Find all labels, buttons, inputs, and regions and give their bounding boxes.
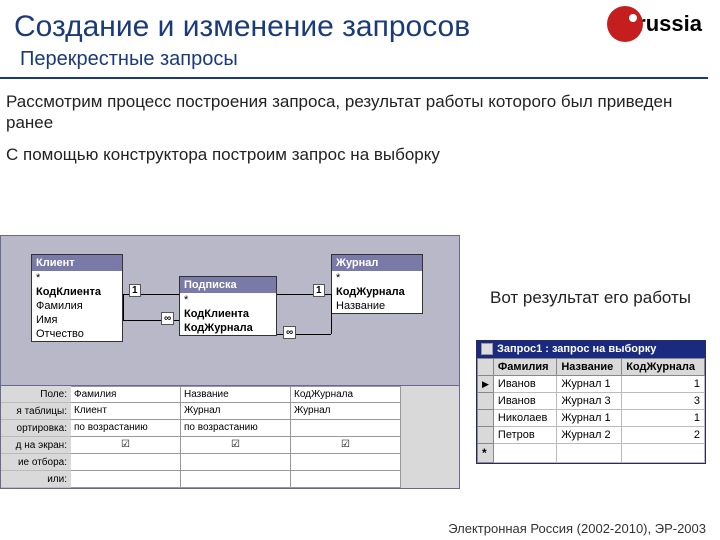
grid-cell-field[interactable]: Фамилия (71, 386, 181, 403)
table-header: Клиент (32, 255, 122, 271)
designer-qbe-grid[interactable]: Поле: я таблицы: ортировка: д на экран: … (1, 386, 459, 488)
table-box-client[interactable]: Клиент * КодКлиента Фамилия Имя Отчество (31, 254, 123, 342)
row-selector[interactable] (478, 410, 494, 427)
query-result-window: Запрос1 : запрос на выборку Фамилия Назв… (476, 340, 706, 464)
join-label-many: ∞ (283, 326, 296, 339)
paragraph-1: Рассмотрим процесс построения запроса, р… (0, 87, 720, 140)
cell: 1 (622, 410, 705, 427)
grid-cell-or[interactable] (291, 471, 401, 488)
join-label-one: 1 (129, 284, 141, 297)
table-row[interactable]: Иванов Журнал 3 3 (478, 393, 705, 410)
grid-label: ортировка: (1, 420, 71, 437)
row-selector[interactable] (478, 393, 494, 410)
table-row[interactable]: Николаев Журнал 1 1 (478, 410, 705, 427)
table-box-journal[interactable]: Журнал * КодЖурнала Название (331, 254, 423, 314)
grid-cell-show[interactable]: ☑ (291, 437, 401, 454)
table-field[interactable]: * (332, 271, 422, 285)
result-titlebar[interactable]: Запрос1 : запрос на выборку (477, 341, 705, 358)
logo: russia (607, 6, 702, 42)
cell: Журнал 1 (557, 410, 622, 427)
cell: Петров (493, 427, 556, 444)
cell (557, 444, 622, 463)
cell: 3 (622, 393, 705, 410)
column-header[interactable]: Фамилия (493, 359, 556, 376)
grid-cell-sort[interactable]: по возрастанию (71, 420, 181, 437)
grid-row-labels: Поле: я таблицы: ортировка: д на экран: … (1, 386, 71, 488)
cell (622, 444, 705, 463)
footer-text: Электронная Россия (2002-2010), ЭР-2003 (448, 521, 706, 536)
table-field[interactable]: Отчество (32, 327, 122, 341)
paragraph-2: С помощью конструктора построим запрос н… (0, 140, 720, 171)
grid-column[interactable]: Название Журнал по возрастанию ☑ (181, 386, 291, 488)
table-field[interactable]: Фамилия (32, 299, 122, 313)
join-line (123, 294, 124, 320)
table-field[interactable]: Имя (32, 313, 122, 327)
table-header: Подписка (180, 277, 276, 293)
grid-cell-or[interactable] (181, 471, 291, 488)
row-selector[interactable] (478, 427, 494, 444)
grid-label: ие отбора: (1, 454, 71, 471)
datasheet-icon (481, 343, 493, 355)
table-field[interactable]: Название (332, 299, 422, 313)
table-field[interactable]: КодКлиента (32, 285, 122, 299)
grid-cell-or[interactable] (71, 471, 181, 488)
grid-cell-table[interactable]: Клиент (71, 403, 181, 420)
grid-cell-show[interactable]: ☑ (71, 437, 181, 454)
table-field[interactable]: КодКлиента (180, 307, 276, 321)
column-header[interactable]: КодЖурнала (622, 359, 705, 376)
cell: 1 (622, 376, 705, 393)
table-row[interactable]: Петров Журнал 2 2 (478, 427, 705, 444)
grid-cell-criteria[interactable] (71, 454, 181, 471)
cell: Журнал 1 (557, 376, 622, 393)
table-box-subscription[interactable]: Подписка * КодКлиента КодЖурнала (179, 276, 277, 336)
row-selector-header (478, 359, 494, 376)
cell: Николаев (493, 410, 556, 427)
cell: Журнал 3 (557, 393, 622, 410)
grid-cell-table[interactable]: Журнал (291, 403, 401, 420)
logo-icon (607, 6, 643, 42)
grid-cell-show[interactable]: ☑ (181, 437, 291, 454)
cell: Иванов (493, 393, 556, 410)
join-label-one: 1 (313, 284, 325, 297)
result-title: Запрос1 : запрос на выборку (497, 343, 656, 355)
table-field[interactable]: * (180, 293, 276, 307)
cell: 2 (622, 427, 705, 444)
grid-label: или: (1, 471, 71, 488)
table-new-row[interactable] (478, 444, 705, 463)
page-subtitle: Перекрестные запросы (0, 48, 720, 77)
title-divider (0, 77, 708, 79)
row-selector[interactable] (478, 444, 494, 463)
join-label-many: ∞ (161, 312, 174, 325)
join-line (331, 294, 332, 334)
grid-cell-table[interactable]: Журнал (181, 403, 291, 420)
grid-cell-criteria[interactable] (291, 454, 401, 471)
table-field[interactable]: КодЖурнала (332, 285, 422, 299)
grid-label: я таблицы: (1, 403, 71, 420)
table-row[interactable]: Иванов Журнал 1 1 (478, 376, 705, 393)
table-field[interactable]: КодЖурнала (180, 321, 276, 335)
table-header: Журнал (332, 255, 422, 271)
cell: Иванов (493, 376, 556, 393)
grid-column[interactable]: КодЖурнала Журнал ☑ (291, 386, 401, 488)
grid-cell-field[interactable]: КодЖурнала (291, 386, 401, 403)
grid-cell-field[interactable]: Название (181, 386, 291, 403)
table-field[interactable]: * (32, 271, 122, 285)
result-header-row: Фамилия Название КодЖурнала (478, 359, 705, 376)
cell (493, 444, 556, 463)
column-header[interactable]: Название (557, 359, 622, 376)
grid-column[interactable]: Фамилия Клиент по возрастанию ☑ (71, 386, 181, 488)
grid-cell-criteria[interactable] (181, 454, 291, 471)
cell: Журнал 2 (557, 427, 622, 444)
query-designer-window: Клиент * КодКлиента Фамилия Имя Отчество… (0, 235, 460, 489)
result-table[interactable]: Фамилия Название КодЖурнала Иванов Журна… (477, 358, 705, 463)
grid-cell-sort[interactable] (291, 420, 401, 437)
row-selector[interactable] (478, 376, 494, 393)
grid-label: Поле: (1, 386, 71, 403)
grid-cell-sort[interactable]: по возрастанию (181, 420, 291, 437)
designer-relationships-pane[interactable]: Клиент * КодКлиента Фамилия Имя Отчество… (1, 236, 459, 386)
grid-label: д на экран: (1, 437, 71, 454)
logo-text: russia (637, 11, 702, 37)
annotation-result: Вот результат его работы (490, 288, 691, 308)
